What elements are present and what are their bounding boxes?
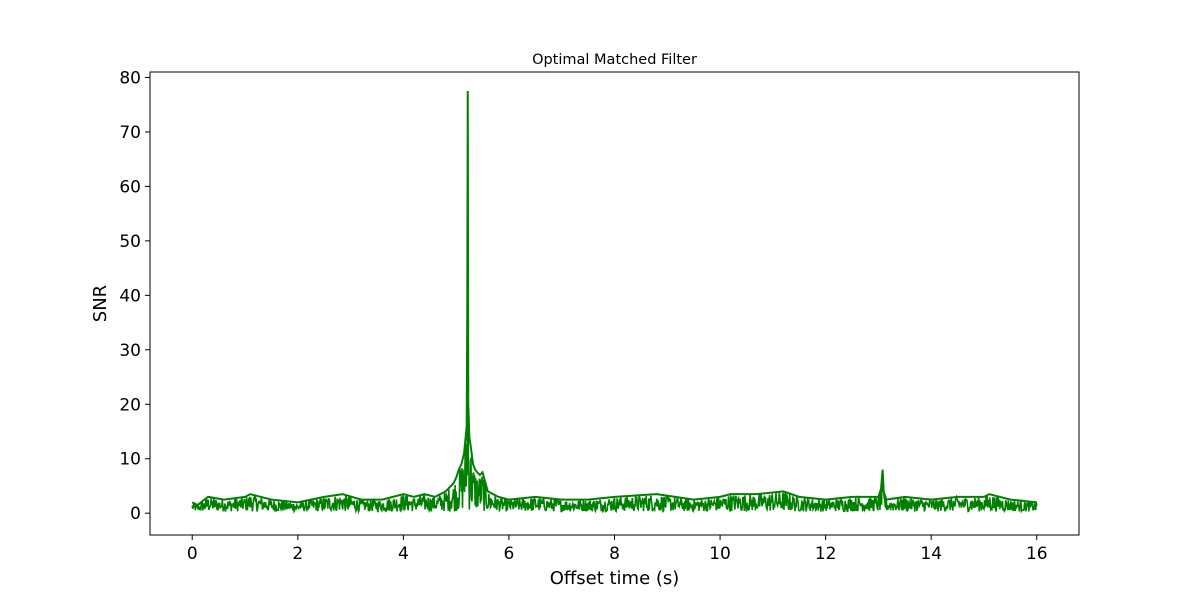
y-tick-label: 30 [119, 341, 141, 361]
series-layer [191, 91, 1038, 515]
y-tick-label: 50 [119, 232, 141, 252]
y-axis-label: SNR [90, 285, 111, 322]
plot-background [150, 72, 1079, 535]
y-tick-label: 0 [130, 504, 141, 524]
x-tick-label: 12 [815, 544, 837, 564]
series-noise-line [191, 246, 1038, 515]
x-tick-label: 14 [920, 544, 942, 564]
series-peak-line [191, 91, 1037, 507]
x-tick-label: 6 [504, 544, 515, 564]
x-axis-ticks: 0 2 4 6 8 10 12 14 16 [187, 535, 1048, 564]
x-tick-label: 4 [398, 544, 409, 564]
plot-area [149, 71, 1080, 536]
x-tick-label: 10 [709, 544, 731, 564]
x-tick-label: 0 [187, 544, 198, 564]
y-tick-label: 40 [119, 286, 141, 306]
y-tick-label: 60 [119, 177, 141, 197]
x-tick-label: 2 [292, 544, 303, 564]
y-tick-label: 70 [119, 123, 141, 143]
chart-title: Optimal Matched Filter [532, 52, 697, 68]
y-tick-label: 80 [119, 68, 141, 88]
y-tick-label: 10 [119, 450, 141, 470]
x-tick-label: 16 [1026, 544, 1048, 564]
y-axis-ticks: 0 10 20 30 40 50 60 70 80 [119, 68, 150, 524]
x-tick-label: 8 [609, 544, 620, 564]
y-tick-label: 20 [119, 395, 141, 415]
x-axis-label: Offset time (s) [550, 568, 680, 589]
